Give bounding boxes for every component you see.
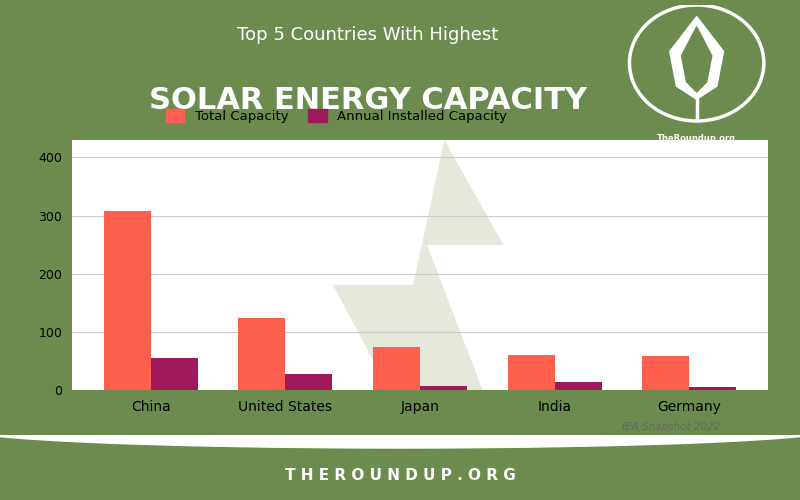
- Text: T H E R O U N D U P . O R G: T H E R O U N D U P . O R G: [285, 468, 515, 483]
- Bar: [420, 386, 467, 390]
- Polygon shape: [682, 26, 712, 92]
- Bar: [104, 211, 150, 390]
- Bar: [554, 382, 602, 390]
- Bar: [642, 356, 690, 390]
- Text: SOLAR ENERGY CAPACITY: SOLAR ENERGY CAPACITY: [149, 86, 587, 116]
- Polygon shape: [670, 16, 723, 99]
- Text: IEA Snapshot 2022: IEA Snapshot 2022: [622, 422, 720, 432]
- Bar: [373, 347, 420, 390]
- Ellipse shape: [0, 409, 800, 448]
- Bar: [507, 355, 554, 390]
- Text: Top 5 Countries With Highest: Top 5 Countries With Highest: [238, 26, 498, 44]
- Polygon shape: [333, 140, 503, 390]
- Bar: [690, 387, 736, 390]
- Text: TheRoundup.org: TheRoundup.org: [657, 134, 736, 143]
- Bar: [286, 374, 333, 390]
- Bar: [238, 318, 286, 390]
- Bar: [150, 358, 198, 390]
- Legend: Total Capacity, Annual Installed Capacity: Total Capacity, Annual Installed Capacit…: [161, 104, 513, 128]
